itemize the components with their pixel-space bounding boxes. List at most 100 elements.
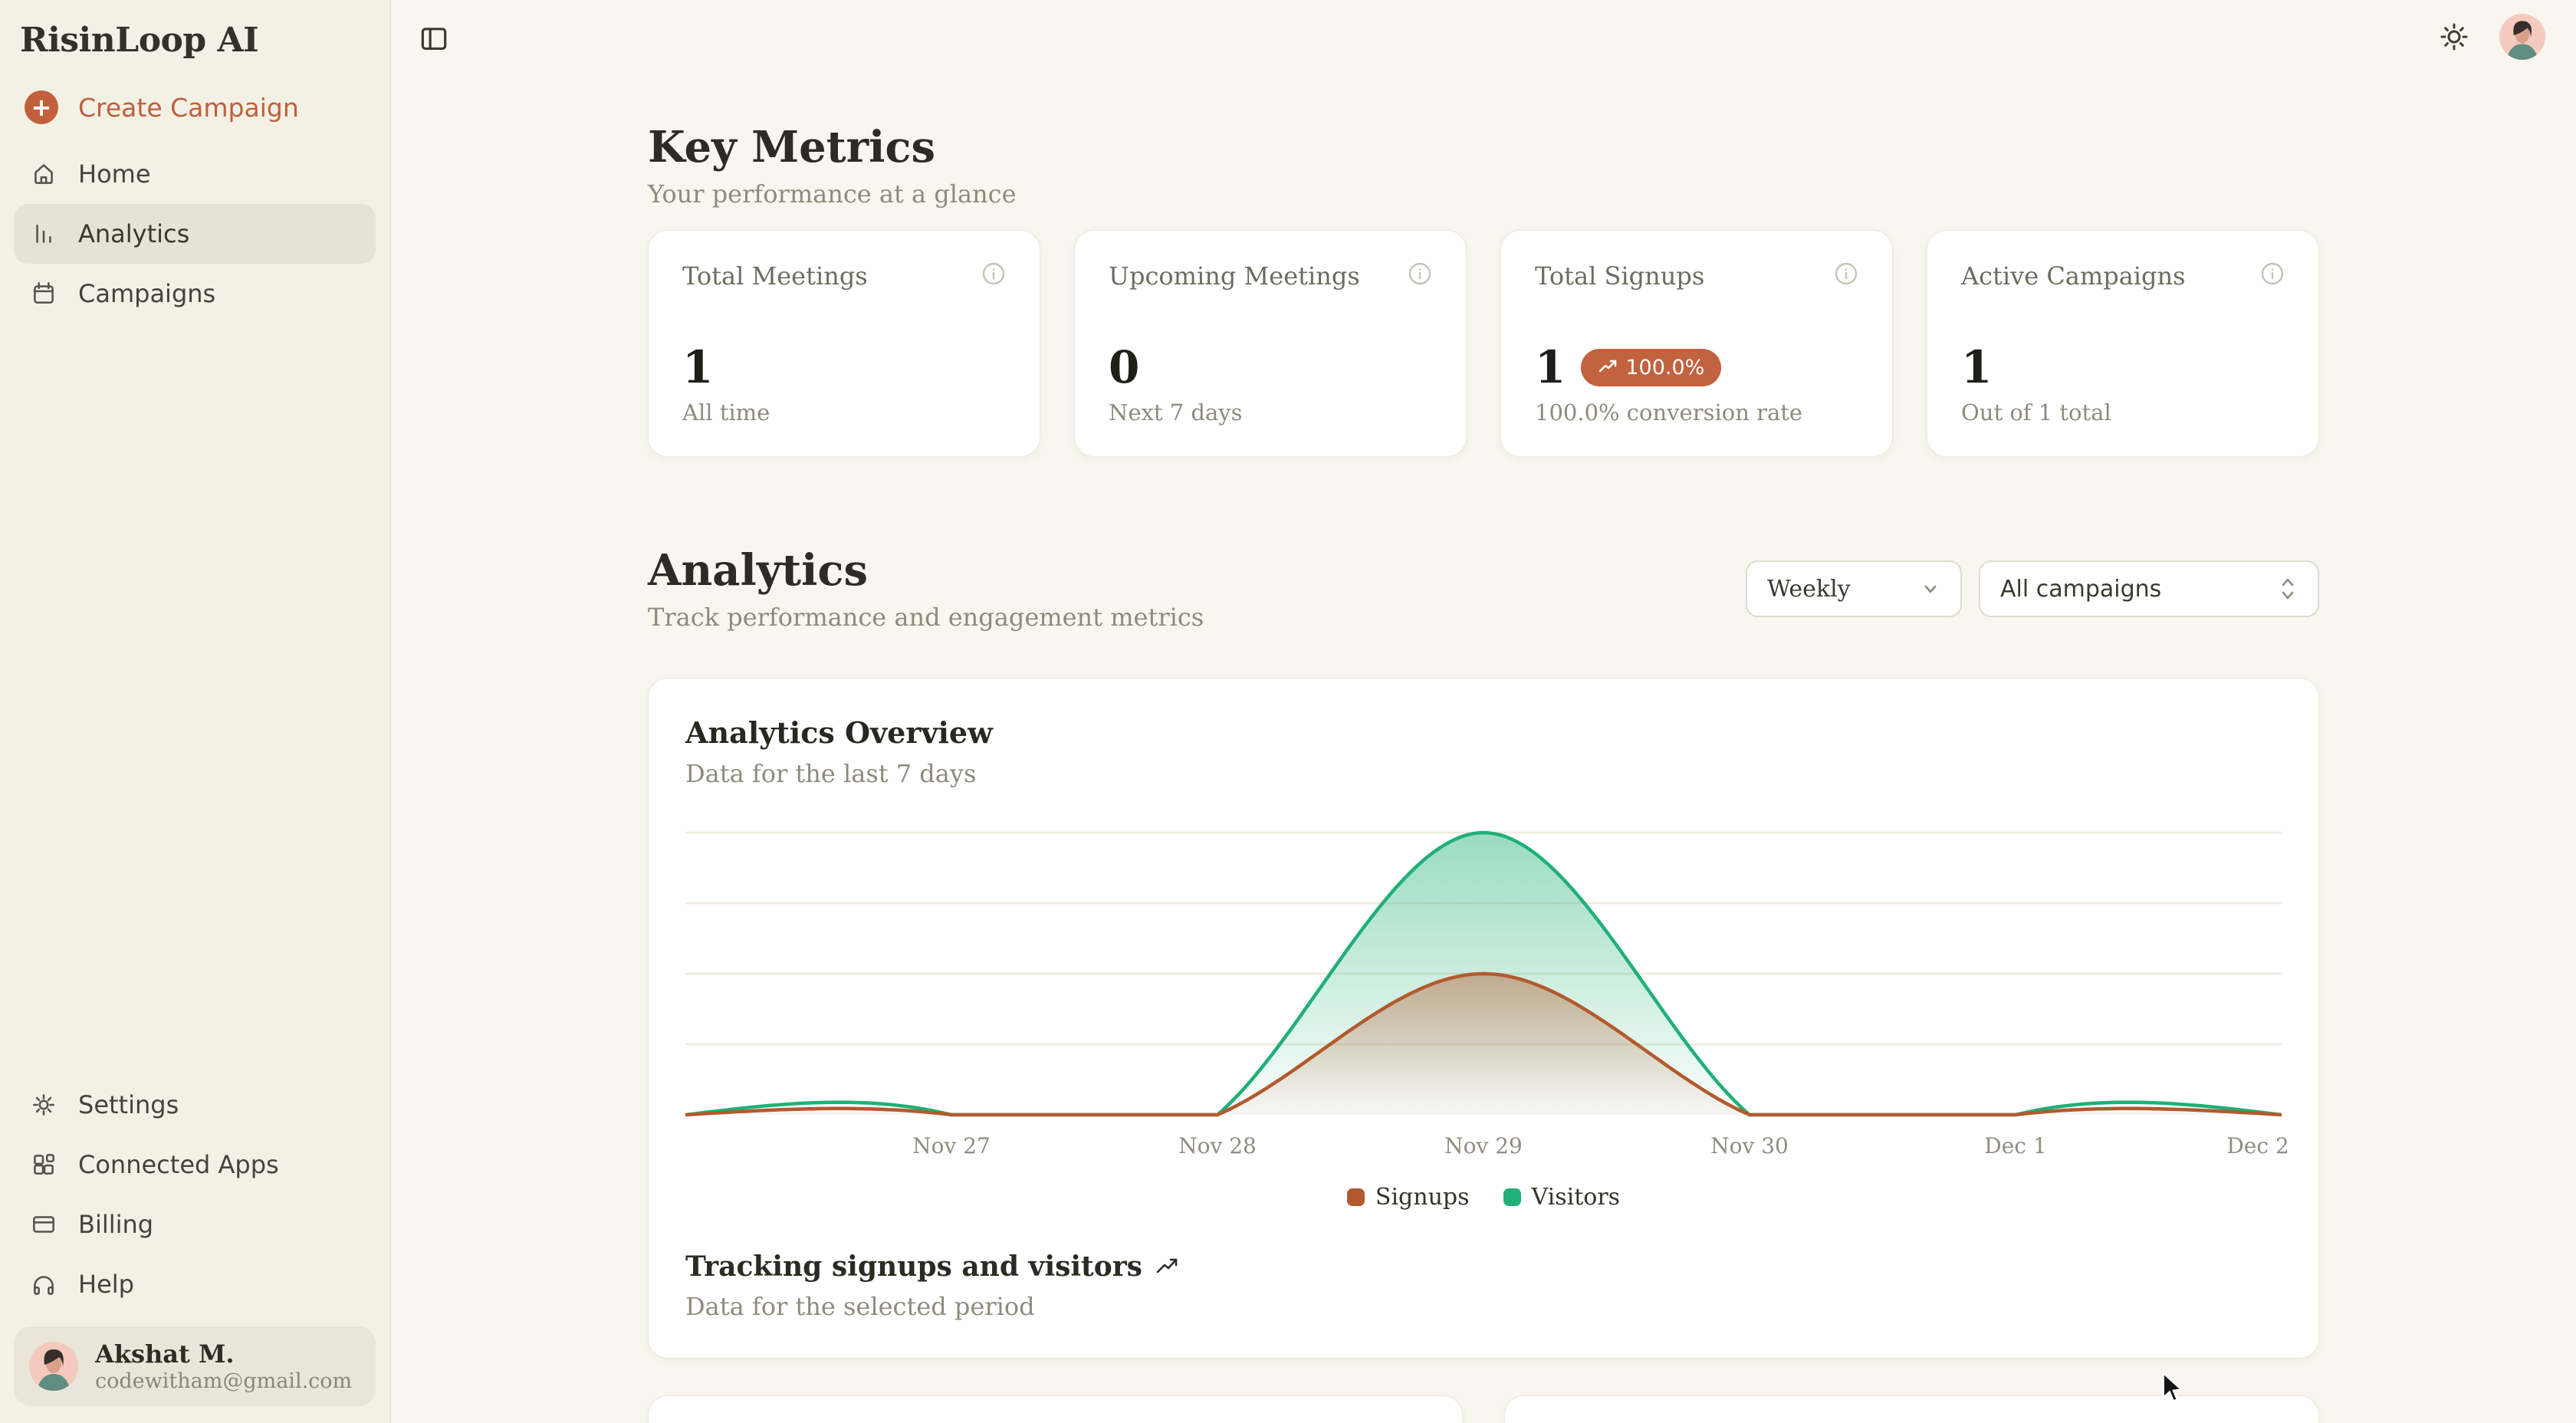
sidebar-secondary-nav: Settings Connected Apps Billing Help (14, 1075, 376, 1314)
area-chart (685, 830, 2282, 1117)
bar-chart-icon (36, 225, 51, 243)
app-logo: RisinLoop AI (20, 21, 259, 60)
trending-up-icon (1599, 360, 1617, 373)
user-profile-card[interactable]: Akshat M. codewitham@gmail.com (14, 1326, 376, 1406)
legend-label: Visitors (1531, 1184, 1621, 1211)
sidebar-item-billing[interactable]: Billing (14, 1195, 376, 1254)
metric-title: Total Signups (1535, 261, 1705, 291)
sidebar-item-settings[interactable]: Settings (14, 1075, 376, 1135)
campaign-status-card: Campaign Status Distribution Overview (1504, 1395, 2319, 1423)
legend-item-visitors[interactable]: Visitors (1503, 1184, 1621, 1211)
user-menu-avatar[interactable] (2499, 14, 2545, 60)
key-metrics-subtitle: Your performance at a glance (648, 179, 1017, 209)
sidebar: RisinLoop AI + Create Campaign Home Anal… (0, 0, 391, 1423)
chevron-down-icon (1924, 585, 1937, 593)
info-icon[interactable] (1408, 261, 1432, 286)
plus-icon: + (25, 90, 58, 124)
top-campaign-card: Top Campaign Active (648, 1395, 1463, 1423)
legend-marker-signups (1346, 1188, 1365, 1206)
info-icon[interactable] (2260, 261, 2285, 286)
metric-title: Active Campaigns (1961, 261, 2186, 291)
analytics-overview-card: Analytics Overview Data for the last 7 d… (648, 678, 2319, 1359)
metric-card-total-signups: Total Signups 1 100.0% 100.0% conversion… (1500, 230, 1893, 457)
user-name: Akshat M. (95, 1339, 235, 1369)
analytics-chart[interactable]: Nov 27 Nov 28 Nov 29 Nov 30 Dec 1 Dec 2 … (685, 816, 2289, 1211)
chart-footer-title: Tracking signups and visitors (685, 1250, 1142, 1283)
user-info: Akshat M. codewitham@gmail.com (95, 1339, 352, 1394)
metric-card-active-campaigns: Active Campaigns 1 Out of 1 total (1927, 230, 2319, 457)
analytics-title: Analytics (648, 545, 869, 596)
sidebar-nav: Home Analytics Campaigns (14, 144, 376, 324)
metric-title: Total Meetings (682, 261, 868, 291)
metric-card-total-meetings: Total Meetings 1 All time (648, 230, 1040, 457)
blocks-icon (34, 1154, 54, 1175)
user-email: codewitham@gmail.com (95, 1369, 353, 1393)
sidebar-item-label: Home (78, 159, 151, 189)
chart-footer-subtitle: Data for the selected period (685, 1292, 1035, 1321)
sidebar-item-home[interactable]: Home (14, 144, 376, 204)
credit-card-icon (33, 1216, 54, 1233)
user-avatar (29, 1342, 78, 1391)
info-icon[interactable] (1834, 261, 1858, 286)
panel-left-icon (421, 28, 447, 51)
topbar-actions (2436, 14, 2545, 60)
metric-subtext: 100.0% conversion rate (1535, 399, 1803, 426)
chart-series (685, 830, 2282, 1117)
sidebar-item-label: Campaigns (78, 279, 216, 308)
metric-title: Upcoming Meetings (1109, 261, 1360, 291)
page-content: Key Metrics Your performance at a glance… (648, 0, 2319, 1423)
main-area: Key Metrics Your performance at a glance… (391, 0, 2576, 1423)
trending-up-icon (1156, 1258, 1178, 1273)
x-axis-tick: Dec 1 (1984, 1133, 2047, 1158)
chevrons-up-down-icon (2282, 578, 2294, 600)
trend-badge: 100.0% (1581, 348, 1722, 386)
analytics-heading: Analytics Track performance and engageme… (648, 546, 1204, 632)
metric-value: 0 (1109, 341, 1140, 393)
info-icon[interactable] (981, 261, 1006, 286)
campaign-select-value: All campaigns (2000, 575, 2162, 603)
sidebar-toggle-button[interactable] (417, 21, 451, 55)
home-icon (34, 164, 53, 184)
legend-item-signups[interactable]: Signups (1346, 1184, 1470, 1211)
metric-subtext: Next 7 days (1109, 399, 1243, 426)
sidebar-item-label: Billing (78, 1210, 154, 1239)
metric-subtext: Out of 1 total (1961, 399, 2111, 426)
period-select-value: Weekly (1767, 575, 1851, 603)
create-campaign-button[interactable]: + Create Campaign (14, 86, 376, 129)
bottom-cards: Top Campaign Active Campaign Status Dist… (648, 1395, 2319, 1423)
period-select[interactable]: Weekly (1746, 560, 1962, 617)
sidebar-item-help[interactable]: Help (14, 1254, 376, 1314)
analytics-subtitle: Track performance and engagement metrics (648, 603, 1204, 632)
sidebar-item-label: Connected Apps (78, 1150, 279, 1179)
x-axis-tick: Nov 29 (1444, 1133, 1523, 1158)
sidebar-item-label: Analytics (78, 219, 190, 248)
sidebar-item-analytics[interactable]: Analytics (14, 204, 376, 264)
metric-cards: Total Meetings 1 All time Upcoming Meeti… (648, 230, 2319, 457)
sidebar-item-campaigns[interactable]: Campaigns (14, 264, 376, 324)
sidebar-item-connected-apps[interactable]: Connected Apps (14, 1135, 376, 1195)
metric-value: 1 (682, 341, 714, 393)
gear-icon (33, 1094, 54, 1116)
sidebar-item-label: Settings (78, 1090, 179, 1119)
sidebar-spacer (14, 324, 376, 1075)
chart-footer: Tracking signups and visitors Data for t… (685, 1250, 2282, 1321)
overview-title: Analytics Overview (685, 715, 993, 750)
sun-icon (2440, 23, 2468, 51)
campaign-select[interactable]: All campaigns (1979, 560, 2319, 617)
metric-subtext: All time (682, 399, 770, 426)
calendar-icon (34, 282, 54, 304)
x-axis-labels: Nov 27 Nov 28 Nov 29 Nov 30 Dec 1 Dec 2 (685, 1133, 2289, 1170)
metric-card-upcoming-meetings: Upcoming Meetings 0 Next 7 days (1074, 230, 1467, 457)
overview-subtitle: Data for the last 7 days (685, 759, 977, 788)
key-metrics-title: Key Metrics (648, 122, 935, 173)
analytics-header: Analytics Track performance and engageme… (648, 546, 2319, 632)
x-axis-tick: Dec 2 (2226, 1133, 2289, 1158)
x-axis-tick: Nov 27 (912, 1133, 991, 1158)
sidebar-item-label: Help (78, 1270, 134, 1299)
headphones-icon (34, 1276, 54, 1295)
metric-value: 1 (1961, 341, 1993, 393)
legend-label: Signups (1375, 1184, 1470, 1211)
legend-marker-visitors (1503, 1188, 1521, 1206)
chart-legend: Signups Visitors (685, 1184, 2282, 1211)
theme-toggle-button[interactable] (2436, 19, 2472, 54)
